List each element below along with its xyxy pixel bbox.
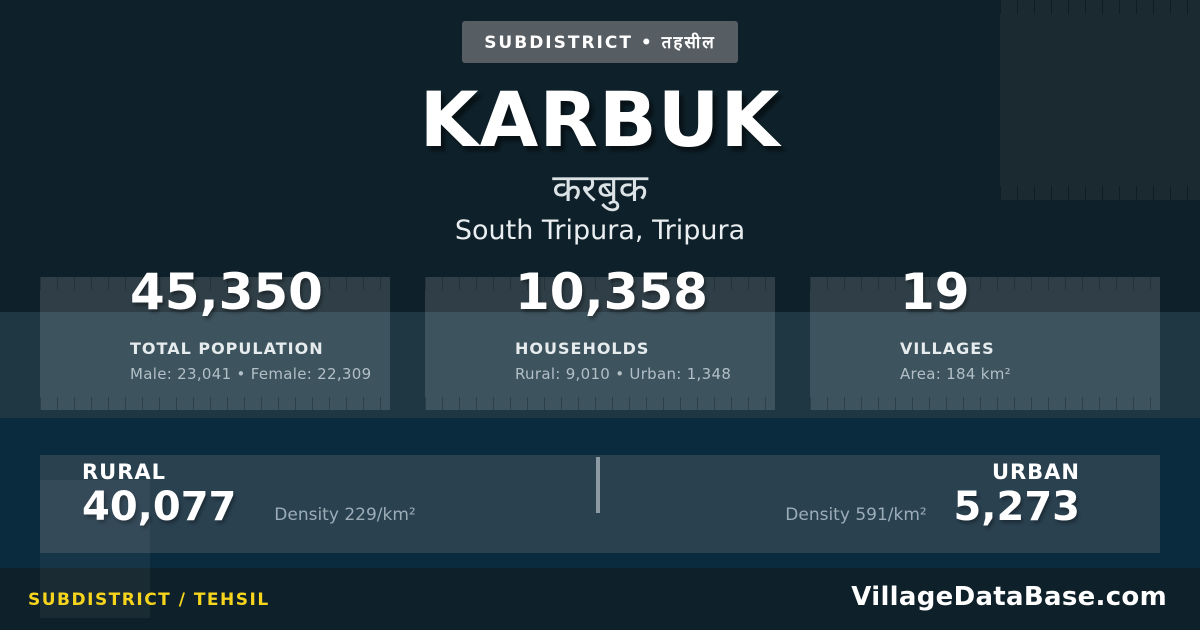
native-title: करबुक: [552, 166, 648, 210]
urban-density: Density 591/km²: [785, 505, 927, 525]
page-title: KARBUK: [419, 75, 781, 164]
households-label: HOUSEHOLDS: [515, 339, 650, 358]
rural-value: 40,077: [82, 484, 237, 531]
stats-band: [0, 312, 1200, 418]
decor-ruler-block: [1000, 0, 1200, 200]
stat-card-villages: 19 VILLAGES Area: 184 km²: [810, 267, 1160, 410]
rural-density: Density 229/km²: [274, 505, 416, 525]
decor-square: [40, 480, 150, 618]
rural-label: RURAL: [82, 460, 167, 484]
population-label: TOTAL POPULATION: [130, 339, 324, 358]
brand-logo[interactable]: VillageDataBase.com: [851, 582, 1167, 612]
section-divider: [596, 457, 600, 513]
footer-type-label: SUBDISTRICT / TEHSIL: [28, 590, 270, 610]
stat-card-households: 10,358 HOUSEHOLDS Rural: 9,010 • Urban: …: [425, 267, 775, 410]
stat-card-population: 45,350 TOTAL POPULATION Male: 23,041 • F…: [40, 267, 390, 410]
population-value: 45,350: [130, 263, 323, 321]
rural-urban-panel: RURAL 40,077 Density 229/km² Density 591…: [40, 455, 1160, 553]
population-detail: Male: 23,041 • Female: 22,309: [130, 365, 372, 383]
villages-value: 19: [900, 263, 970, 321]
badge-row: SUBDISTRICT • तहसील: [0, 21, 1200, 63]
urban-block: URBAN 5,273: [953, 460, 1080, 527]
urban-label: URBAN: [991, 460, 1080, 484]
rural-urban-section: RURAL 40,077 Density 229/km² Density 591…: [0, 418, 1200, 568]
villages-label: VILLAGES: [900, 339, 995, 358]
households-detail: Rural: 9,010 • Urban: 1,348: [515, 365, 732, 383]
rural-block: RURAL 40,077: [82, 460, 236, 527]
urban-value: 5,273: [953, 484, 1080, 531]
subtitle-location: South Tripura, Tripura: [454, 215, 746, 246]
households-value: 10,358: [515, 263, 708, 321]
type-badge: SUBDISTRICT • तहसील: [462, 21, 738, 63]
villages-detail: Area: 184 km²: [900, 365, 1011, 383]
